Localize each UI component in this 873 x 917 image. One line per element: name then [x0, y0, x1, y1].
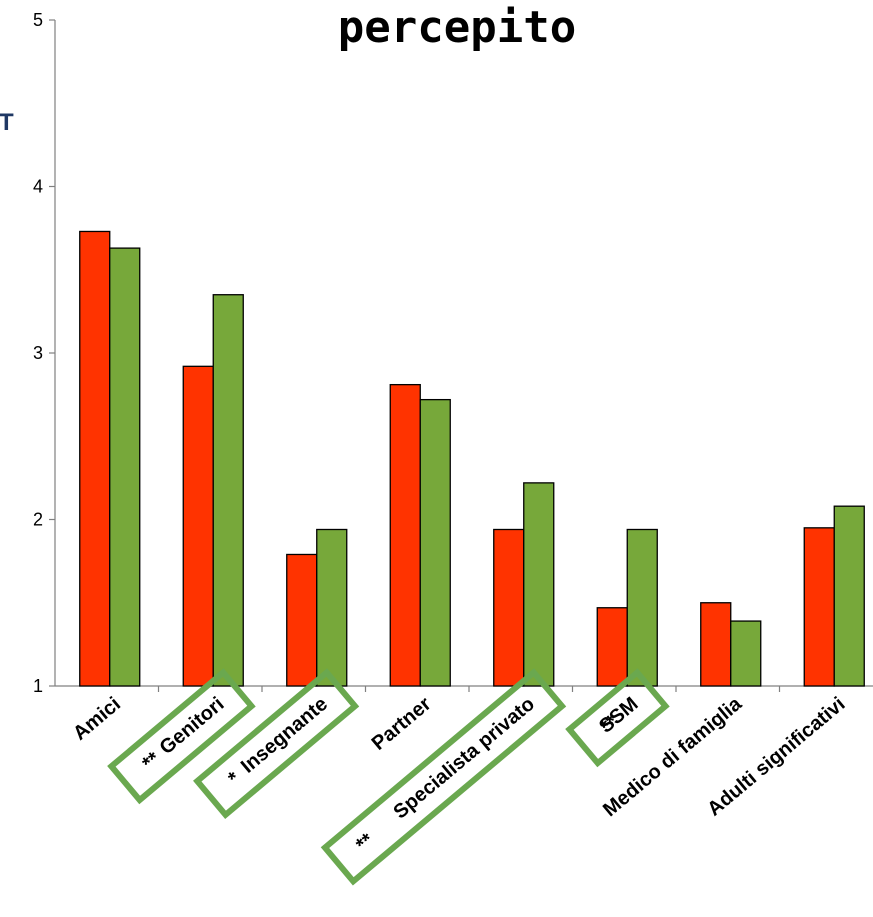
highlight-boxes: [107, 668, 670, 886]
bar: [596, 607, 628, 687]
highlight-box: [565, 668, 670, 768]
bar: [803, 527, 835, 687]
y-tick-label: 4: [33, 177, 43, 197]
bar: [286, 553, 318, 687]
y-tick-label: 5: [33, 10, 43, 30]
bars: [79, 230, 865, 687]
highlight-box: [107, 668, 256, 805]
bar: [182, 365, 214, 687]
bar: [419, 398, 451, 687]
bar: [109, 247, 141, 687]
axes: 1 2 3 4 5: [33, 10, 873, 696]
x-axis-labels: Amici Genitori** Insegnante*PartnerSpecial…: [69, 692, 849, 856]
chart-title: percepito: [338, 2, 576, 53]
y-tick-label: 3: [33, 343, 43, 363]
highlight-box: [320, 668, 567, 886]
significance-label: **: [352, 829, 378, 856]
y-tick-label: 2: [33, 510, 43, 530]
significance-label: *: [224, 768, 244, 790]
side-label: T: [0, 109, 14, 136]
bar: [700, 602, 732, 687]
bar: [316, 528, 348, 687]
y-tick-label: 1: [33, 676, 43, 696]
bar: [212, 294, 244, 687]
bar: [730, 620, 762, 687]
x-tick-label: Amici: [69, 693, 125, 745]
significance-label: **: [138, 748, 164, 775]
bar: [493, 528, 525, 687]
bar: [833, 505, 865, 687]
bar: [389, 383, 421, 687]
highlight-box: [193, 668, 360, 820]
bar: [626, 528, 658, 687]
bar: [523, 482, 555, 687]
x-tick-label: Genitori: [156, 693, 229, 759]
bar: [79, 230, 111, 687]
x-tick-label: Partner: [368, 693, 436, 755]
